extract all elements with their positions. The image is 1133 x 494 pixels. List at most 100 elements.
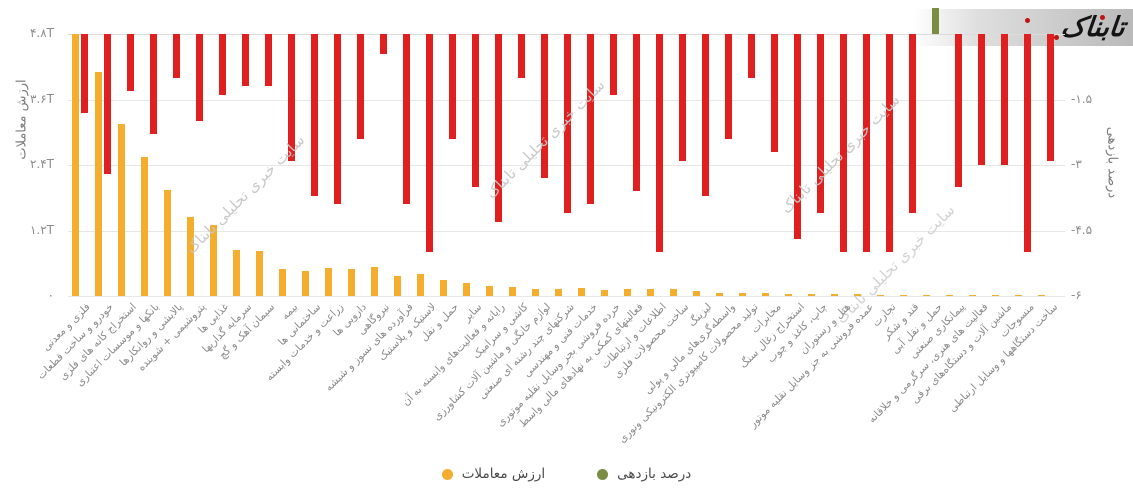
left-axis-title: ارزش معاملات: [14, 79, 30, 160]
bar-return-negative: [794, 34, 802, 240]
bar-return-negative: [172, 34, 180, 78]
bar-transaction-value: [278, 268, 286, 296]
right-axis-tick: -۱.۵: [1071, 91, 1093, 106]
bar-transaction-value: [1038, 294, 1046, 296]
bar-group: [94, 34, 111, 296]
bar-return-negative: [840, 34, 848, 253]
bar-return-negative: [771, 34, 779, 152]
bar-group: [877, 34, 894, 296]
legend-label-return-percent: درصد بازدهی: [617, 466, 692, 482]
bar-group: [969, 34, 986, 296]
bar-group: [117, 34, 134, 296]
left-axis-tick: ۴.۸T: [29, 26, 54, 40]
bar-transaction-value: [324, 268, 332, 296]
bar-group: [1015, 34, 1032, 296]
bar-transaction-value: [739, 293, 747, 296]
right-axis-tick: -۴.۵: [1071, 222, 1093, 237]
bar-return-negative: [103, 34, 111, 174]
bar-return-negative: [632, 34, 640, 192]
bar-return-negative: [333, 34, 341, 205]
bar-transaction-value: [716, 292, 724, 296]
bar-group: [762, 34, 779, 296]
bar-group: [716, 34, 733, 296]
bar-group: [923, 7, 940, 296]
bar-group: [508, 34, 525, 296]
bar-return-negative: [702, 34, 710, 196]
bar-group: [278, 34, 295, 296]
bar-transaction-value: [186, 216, 194, 296]
bar-transaction-value: [232, 249, 240, 296]
bar-transaction-value: [992, 294, 1000, 296]
plot-area: [68, 7, 1065, 297]
bar-transaction-value: [647, 289, 654, 296]
bar-group: [808, 34, 825, 296]
bar-return-negative: [80, 34, 88, 113]
bar-group: [301, 34, 318, 296]
bar-group: [854, 34, 871, 296]
bar-group: [531, 34, 548, 296]
legend-item-return-percent: درصد بازدهی: [597, 466, 691, 482]
bar-return-negative: [863, 34, 871, 253]
bar-transaction-value: [209, 225, 217, 296]
bar-group: [647, 34, 663, 296]
legend: ارزش معاملات درصد بازدهی: [0, 466, 1133, 482]
bar-return-negative: [725, 34, 733, 139]
bar-return-negative: [540, 34, 548, 179]
bar-return-negative: [310, 34, 318, 196]
bar-transaction-value: [854, 294, 862, 296]
bar-group: [324, 34, 341, 296]
bar-return-negative: [656, 34, 663, 253]
bar-transaction-value: [946, 294, 954, 296]
legend-label-transaction-value: ارزش معاملات: [461, 466, 546, 482]
bar-return-negative: [1024, 34, 1032, 253]
bar-group: [693, 34, 710, 296]
right-axis-tick: -۳: [1071, 157, 1082, 171]
gridline: [68, 230, 1065, 232]
bar-group: [485, 34, 502, 296]
bar-group: [255, 34, 272, 296]
bar-return-negative: [402, 34, 410, 205]
bar-group: [462, 34, 479, 296]
bar-transaction-value: [255, 251, 263, 296]
bar-return-positive: [932, 7, 940, 34]
bar-group: [831, 34, 848, 296]
logo-strip: تابناک: [913, 9, 1133, 46]
bar-transaction-value: [1015, 294, 1023, 296]
legend-item-transaction-value: ارزش معاملات: [441, 466, 546, 482]
bar-transaction-value: [439, 280, 447, 296]
logo-red-dot: [1054, 35, 1059, 40]
bar-transaction-value: [370, 267, 378, 296]
bar-transaction-value: [71, 34, 79, 296]
tabnak-logo: تابناک: [1059, 12, 1127, 43]
bar-transaction-value: [900, 294, 908, 296]
bar-group: [577, 34, 594, 296]
bar-group: [393, 34, 410, 296]
bar-transaction-value: [808, 293, 816, 296]
bar-transaction-value: [923, 294, 931, 296]
bar-return-negative: [609, 34, 617, 96]
bar-return-negative: [126, 34, 134, 91]
bar-return-negative: [241, 34, 249, 87]
bar-group: [370, 34, 387, 296]
bar-return-negative: [955, 34, 963, 187]
left-axis-tick: ۲.۴T: [29, 157, 54, 171]
bar-group: [71, 34, 88, 296]
bar-transaction-value: [347, 269, 355, 296]
bar-transaction-value: [831, 294, 839, 296]
bar-return-negative: [218, 34, 226, 96]
bar-return-negative: [679, 34, 687, 161]
bar-group: [992, 34, 1009, 296]
bar-transaction-value: [163, 189, 171, 296]
bar-return-negative: [195, 34, 203, 122]
bar-group: [785, 34, 802, 296]
bar-return-negative: [425, 34, 433, 253]
bar-return-negative: [448, 34, 456, 139]
bar-group: [232, 34, 249, 296]
bar-return-negative: [909, 34, 917, 214]
bar-return-negative: [287, 34, 295, 161]
bar-group: [439, 34, 456, 296]
bar-group: [140, 34, 157, 296]
bar-group: [554, 34, 571, 296]
gridline: [68, 296, 1065, 297]
